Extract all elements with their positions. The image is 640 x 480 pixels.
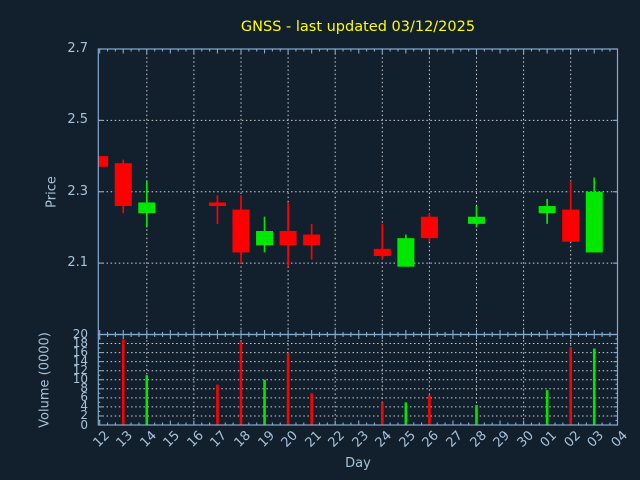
candle-body <box>232 209 250 253</box>
volume-bar <box>428 394 431 425</box>
price-tick-label: 2.3 <box>67 183 88 199</box>
volume-bar <box>263 379 266 425</box>
candle-body <box>373 248 391 256</box>
candle-body <box>420 216 438 239</box>
volume-bar <box>381 402 384 425</box>
candle-body <box>256 231 274 246</box>
volume-axis-label: Volume (0000) <box>37 332 53 428</box>
volume-bar <box>404 402 408 425</box>
candle-body <box>562 209 580 242</box>
volume-tick-label: 4 <box>80 399 88 414</box>
volume-panel-border <box>97 333 619 426</box>
x-axis-label: Day <box>345 456 371 471</box>
volume-bar <box>569 347 572 425</box>
candle-body <box>208 202 226 207</box>
volume-bar <box>145 375 149 425</box>
volume-bar <box>239 341 243 425</box>
volume-tick-label: 8 <box>80 381 88 396</box>
volume-tick-label: 18 <box>72 336 88 351</box>
chart-title: GNSS - last updated 03/12/2025 <box>240 19 476 35</box>
candle-body <box>138 202 156 214</box>
volume-bar <box>592 348 596 425</box>
volume-bar <box>475 405 478 425</box>
volume-tick-label: 14 <box>72 354 88 369</box>
volume-tick-label: 6 <box>80 390 88 405</box>
volume-tick-label: 12 <box>72 363 88 378</box>
volume-bar <box>310 393 313 425</box>
volume-bar <box>216 384 219 425</box>
price-tick-label: 2.7 <box>67 41 88 56</box>
candle-body <box>114 163 132 207</box>
price-tick-label: 2.5 <box>67 112 88 128</box>
volume-tick-label: 10 <box>72 372 88 387</box>
volume-bar <box>286 353 290 425</box>
candle-body <box>468 216 485 224</box>
candle-body <box>303 234 321 246</box>
candle-body <box>538 206 556 214</box>
volume-tick-label: 16 <box>72 345 88 360</box>
volume-tick-label: 20 <box>72 327 88 341</box>
price-tick-label: 2.1 <box>67 255 88 271</box>
candle-body <box>585 191 603 253</box>
volume-bar <box>121 339 125 425</box>
candle-body <box>397 238 415 267</box>
volume-bar <box>545 390 549 425</box>
candle-body <box>98 156 109 167</box>
candle-body <box>279 231 297 246</box>
volume-tick-label: 2 <box>80 408 88 423</box>
volume-tick-label: 0 <box>80 417 88 432</box>
